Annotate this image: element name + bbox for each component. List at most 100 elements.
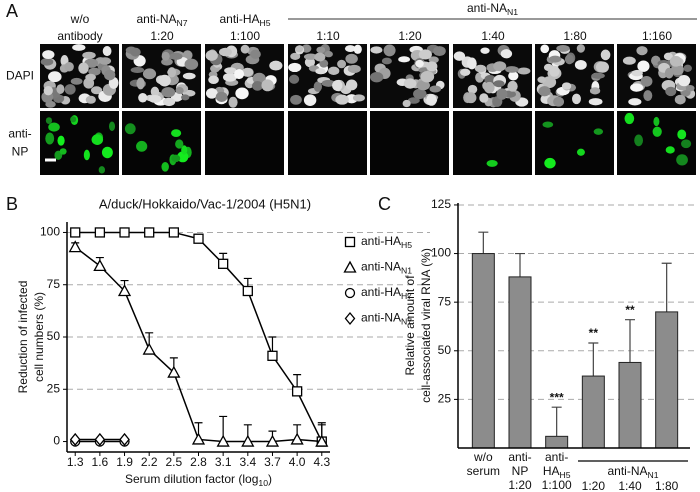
marker: [119, 432, 130, 446]
nucleus: [420, 70, 435, 83]
column-header: 1:100: [230, 29, 260, 43]
group-label-part: anti-NA: [607, 464, 647, 478]
x-tick-label: 1:80: [655, 479, 679, 492]
nucleus: [347, 64, 361, 74]
nucleus: [433, 46, 446, 57]
group-label-part: N1: [647, 470, 658, 480]
nucleus: [175, 86, 184, 94]
nucleus: [453, 51, 466, 61]
nucleus: [496, 88, 508, 100]
row-label: anti-: [8, 127, 31, 141]
legend-marker: [343, 260, 357, 273]
marker: [68, 240, 82, 253]
nucleus: [241, 67, 254, 77]
nucleus: [215, 91, 228, 103]
group-label: anti-NAN1: [607, 464, 658, 480]
nucleus: [184, 58, 199, 70]
y-tick-label: 125: [431, 197, 451, 211]
x-axis-label: Serum dilution factor (log10): [125, 472, 272, 488]
nucleus: [474, 64, 487, 73]
nucleus: [465, 92, 477, 104]
legend-label: anti-HAH7: [361, 285, 412, 301]
legend-label-part: H5: [401, 240, 412, 250]
nucleus: [85, 95, 96, 104]
marker: [218, 258, 229, 269]
nucleus: [261, 79, 274, 92]
column-header: 1:160: [642, 29, 672, 43]
nucleus: [290, 94, 302, 105]
nucleus: [88, 67, 101, 76]
column-header: antibody: [57, 29, 102, 43]
marker: [69, 432, 81, 446]
x-tick-label: serum: [467, 464, 500, 478]
nucleus: [290, 52, 301, 60]
nucleus: [269, 60, 283, 71]
marker: [117, 284, 132, 297]
nucleus: [82, 51, 96, 59]
column-header: 1:10: [316, 29, 340, 43]
marker: [265, 434, 280, 447]
marker: [241, 434, 255, 447]
x-tick-label: 2.8: [190, 455, 207, 469]
nucleus: [418, 49, 432, 60]
legend-marker: [344, 287, 356, 299]
nucleus: [303, 53, 318, 60]
nucleus: [288, 62, 302, 73]
x-tick-label: anti-: [508, 450, 531, 464]
marker: [70, 227, 81, 238]
nucleus: [345, 79, 358, 91]
x-tick-label: w/o: [473, 450, 493, 464]
nucleus: [637, 60, 650, 72]
nucleus: [685, 84, 695, 92]
y-tick-label: 25: [438, 392, 452, 406]
column-header: anti-HAH5: [219, 12, 270, 28]
nucleus: [576, 44, 585, 53]
infected-cell: [70, 116, 77, 123]
y-tick-label: 75: [438, 294, 452, 308]
nucleus: [250, 49, 261, 59]
nucleus: [303, 94, 317, 106]
nucleus: [664, 67, 674, 79]
nucleus: [426, 94, 437, 106]
nucleus: [383, 44, 396, 57]
x-tick-label: 1:40: [618, 479, 642, 492]
legend-label-part: N7: [401, 317, 412, 327]
x-tick-label: 3.7: [264, 455, 281, 469]
y-axis-label: Relative amount of: [403, 275, 417, 376]
marker: [119, 227, 130, 238]
infected-cell: [45, 117, 53, 125]
nucleus: [508, 71, 519, 81]
micrograph: [40, 111, 119, 175]
legend-label: anti-HAH5: [361, 234, 412, 250]
column-header: anti-NAN7: [136, 12, 187, 28]
bar: [618, 361, 642, 449]
marker: [216, 434, 230, 447]
legend-label: anti-NAN7: [361, 311, 412, 327]
row-label: NP: [12, 145, 29, 159]
bar: [508, 276, 532, 449]
y-tick-label: 75: [47, 277, 61, 291]
column-header: 1:80: [563, 29, 587, 43]
infected-cell: [91, 134, 104, 145]
nucleus: [158, 74, 171, 87]
infected-cell: [108, 121, 116, 132]
nucleus: [70, 77, 83, 85]
nucleus: [600, 49, 611, 61]
x-tick-label: 4.0: [289, 455, 306, 469]
nucleus: [64, 84, 76, 95]
panel-label: A: [6, 1, 18, 21]
nucleus: [628, 98, 642, 106]
x-tick-label: 2.2: [141, 455, 158, 469]
marker: [93, 259, 107, 272]
nucleus: [90, 86, 103, 95]
nucleus: [295, 45, 304, 53]
nucleus: [130, 47, 141, 57]
y-tick-label: 0: [53, 434, 60, 448]
bar: [655, 311, 679, 449]
x-axis-label-part: 10: [258, 478, 268, 488]
x-axis-label-part: Serum dilution factor (log: [125, 472, 258, 486]
nucleus: [314, 52, 326, 62]
y-tick-label: 100: [40, 225, 60, 239]
nucleus: [208, 75, 219, 85]
